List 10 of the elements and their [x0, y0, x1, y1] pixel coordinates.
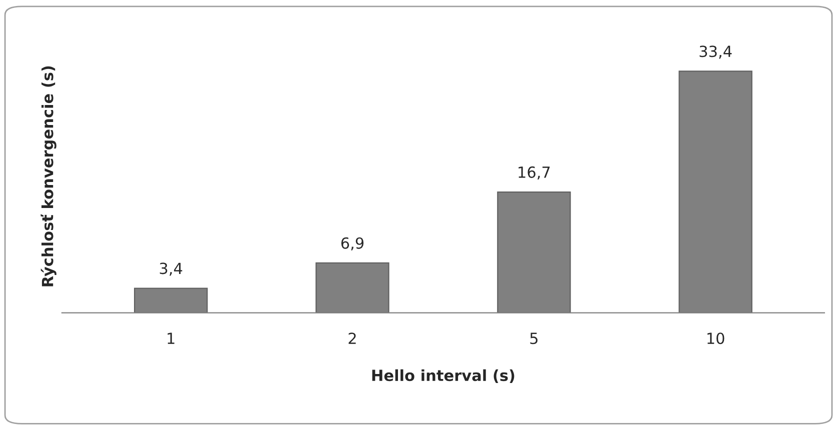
data-label: 16,7	[518, 166, 550, 180]
x-tick-label: 5	[530, 332, 538, 344]
x-tick-label: 1	[168, 332, 174, 344]
x-axis-title: Hello interval (s)	[372, 369, 514, 383]
data-label: 3,4	[160, 262, 182, 276]
data-label: 6,9	[341, 237, 364, 250]
data-label: 33,4	[700, 46, 732, 59]
x-tick-label: 2	[348, 332, 356, 344]
x-tick-label: 10	[707, 332, 724, 344]
y-axis-title: Rýchlosť konvergencie (s)	[40, 66, 56, 286]
